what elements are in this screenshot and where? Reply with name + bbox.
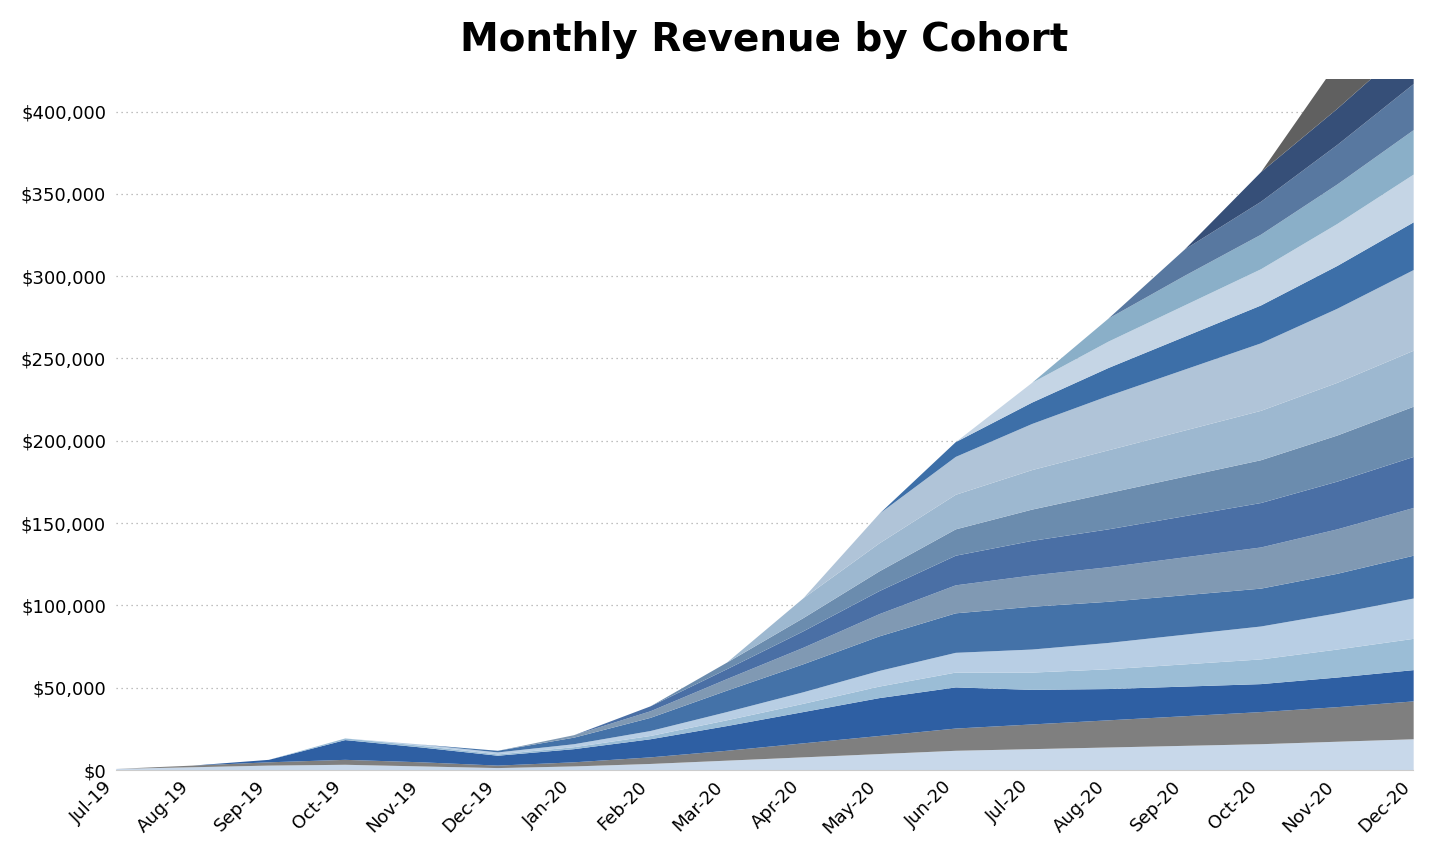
Title: Monthly Revenue by Cohort: Monthly Revenue by Cohort	[460, 21, 1068, 59]
